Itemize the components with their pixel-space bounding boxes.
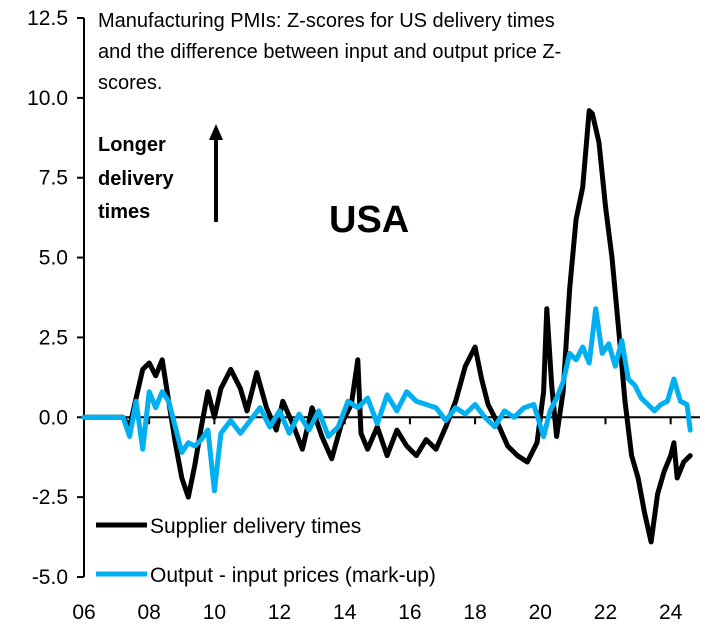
x-tick-label: 24: [659, 601, 683, 624]
y-tick-label: -2.5: [32, 486, 68, 509]
y-tick-label: 12.5: [27, 7, 68, 30]
x-tick-label: 16: [398, 601, 421, 624]
country-label: USA: [329, 199, 409, 241]
legend-label-output-input: Output - input prices (mark-up): [150, 564, 436, 587]
series-layer: [81, 108, 693, 545]
x-tick-label: 22: [594, 601, 617, 624]
y-tick-label: 10.0: [27, 87, 68, 110]
x-tick-label: 12: [268, 601, 291, 624]
up-arrow-icon: [209, 124, 223, 222]
legend: Supplier delivery times Output - input p…: [96, 515, 436, 587]
annotation-line-1: Longer: [98, 134, 166, 156]
y-tick-label: 7.5: [39, 167, 68, 190]
annotation: Longer delivery times: [98, 124, 223, 223]
chart-title: Manufacturing PMIs: Z-scores for US deli…: [98, 10, 561, 94]
x-tick-label: 08: [138, 601, 161, 624]
y-tick-label: 5.0: [39, 247, 68, 270]
x-tick-label: 06: [72, 601, 95, 624]
legend-item-output-input: Output - input prices (mark-up): [96, 564, 436, 587]
annotation-line-2: delivery: [98, 168, 174, 190]
x-tick-label: 14: [333, 601, 357, 624]
x-tick-label: 20: [529, 601, 552, 624]
y-tick-label: 2.5: [39, 326, 68, 349]
title-line-2: and the difference between input and out…: [98, 41, 561, 63]
annotation-line-3: times: [98, 201, 150, 223]
legend-label-supplier-delivery: Supplier delivery times: [150, 515, 361, 538]
series-line-output-input: [81, 306, 693, 494]
x-tick-label: 10: [203, 601, 226, 624]
y-tick-label: 0.0: [39, 406, 68, 429]
axes: -5.0 -2.5 0.0 2.5 5.0 7.5 10.0 12.5 06 08 10 12 14 16…: [27, 7, 700, 624]
title-line-1: Manufacturing PMIs: Z-scores for US deli…: [98, 10, 555, 32]
title-line-3: scores.: [98, 72, 162, 94]
legend-item-supplier-delivery: Supplier delivery times: [96, 515, 361, 538]
x-tick-label: 18: [463, 601, 486, 624]
series-line-supplier-delivery: [81, 108, 693, 545]
y-tick-label: -5.0: [32, 566, 68, 589]
